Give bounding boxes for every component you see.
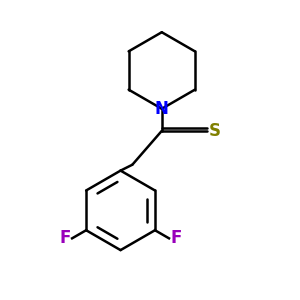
- Text: F: F: [59, 229, 70, 247]
- Text: N: N: [155, 100, 169, 118]
- Text: S: S: [209, 122, 221, 140]
- Text: F: F: [171, 229, 182, 247]
